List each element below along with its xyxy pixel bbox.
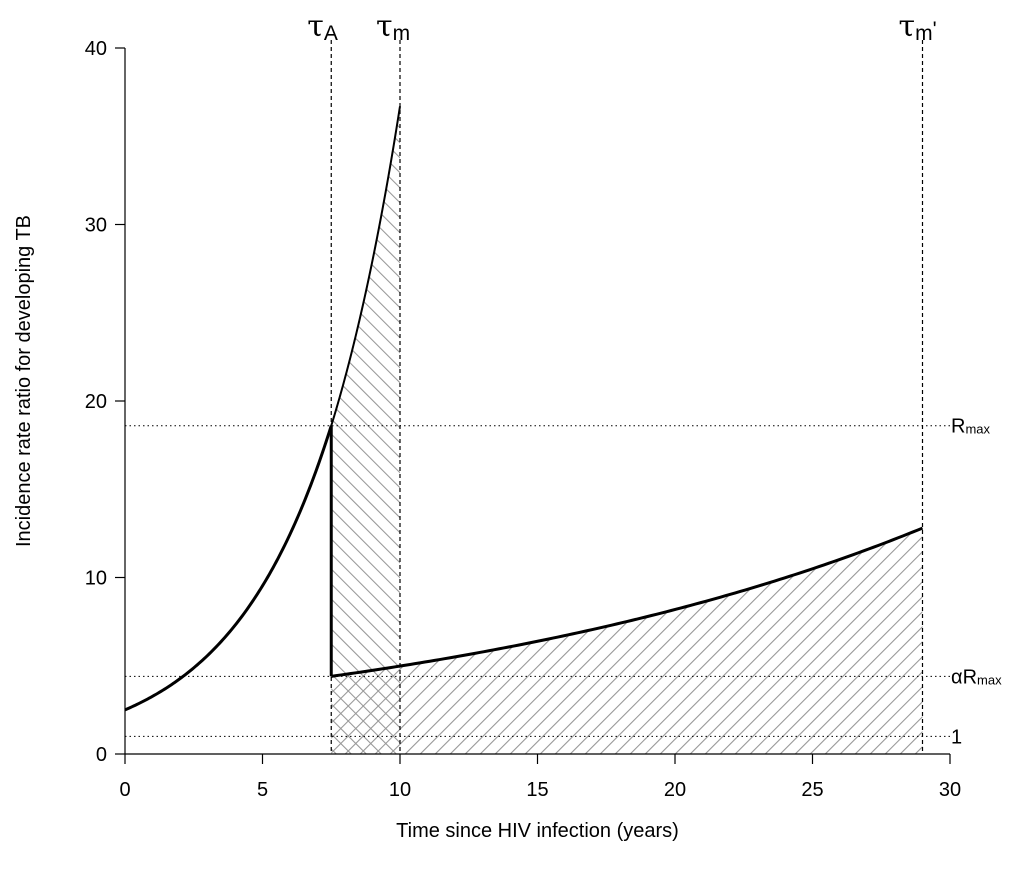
reference-label: αRmax <box>951 666 1002 688</box>
reference-label-subscript: max <box>965 422 990 437</box>
reference-label: 1 <box>951 726 962 748</box>
tau-label: τA <box>307 9 338 45</box>
curves <box>124 106 924 712</box>
y-tick-label: 30 <box>85 215 107 237</box>
hatch-layer <box>331 106 923 754</box>
reference-label: Rmax <box>951 416 991 438</box>
reference-lines <box>125 40 950 754</box>
x-tick-label: 20 <box>664 779 686 801</box>
y-tick-label: 40 <box>85 38 107 60</box>
y-axis-title: Incidence rate ratio for developing TB <box>13 215 35 547</box>
reference-label-symbol: R <box>951 416 965 438</box>
tau-label: τm' <box>899 9 937 45</box>
x-tick-label: 10 <box>389 779 411 801</box>
tau-label: τm <box>376 9 410 45</box>
x-tick-label: 0 <box>119 779 130 801</box>
tau-label-subscript: m <box>393 22 411 45</box>
x-tick-label: 5 <box>257 779 268 801</box>
hatch-lines <box>331 528 923 754</box>
axes <box>115 47 951 764</box>
y-tick-label: 10 <box>85 568 107 590</box>
x-tick-label: 25 <box>801 779 823 801</box>
curve <box>331 526 924 678</box>
x-tick-label: 30 <box>939 779 961 801</box>
reference-label-symbol: αR <box>951 666 977 688</box>
reference-label-symbol: 1 <box>951 726 962 748</box>
hatched-region <box>331 528 923 754</box>
curve <box>124 425 333 712</box>
curve <box>330 106 401 427</box>
y-tick-label: 0 <box>96 744 107 766</box>
tau-label-prime: ' <box>933 18 937 41</box>
tau-label-subscript: m <box>915 22 933 45</box>
tau-label-symbol: τ <box>376 9 393 44</box>
reference-label-subscript: max <box>977 672 1002 687</box>
y-tick-label: 20 <box>85 391 107 413</box>
tau-label-symbol: τ <box>899 9 916 44</box>
tau-label-symbol: τ <box>307 9 324 44</box>
x-tick-label: 15 <box>526 779 548 801</box>
tau-label-subscript: A <box>324 22 338 45</box>
x-axis-title: Time since HIV infection (years) <box>396 820 679 842</box>
